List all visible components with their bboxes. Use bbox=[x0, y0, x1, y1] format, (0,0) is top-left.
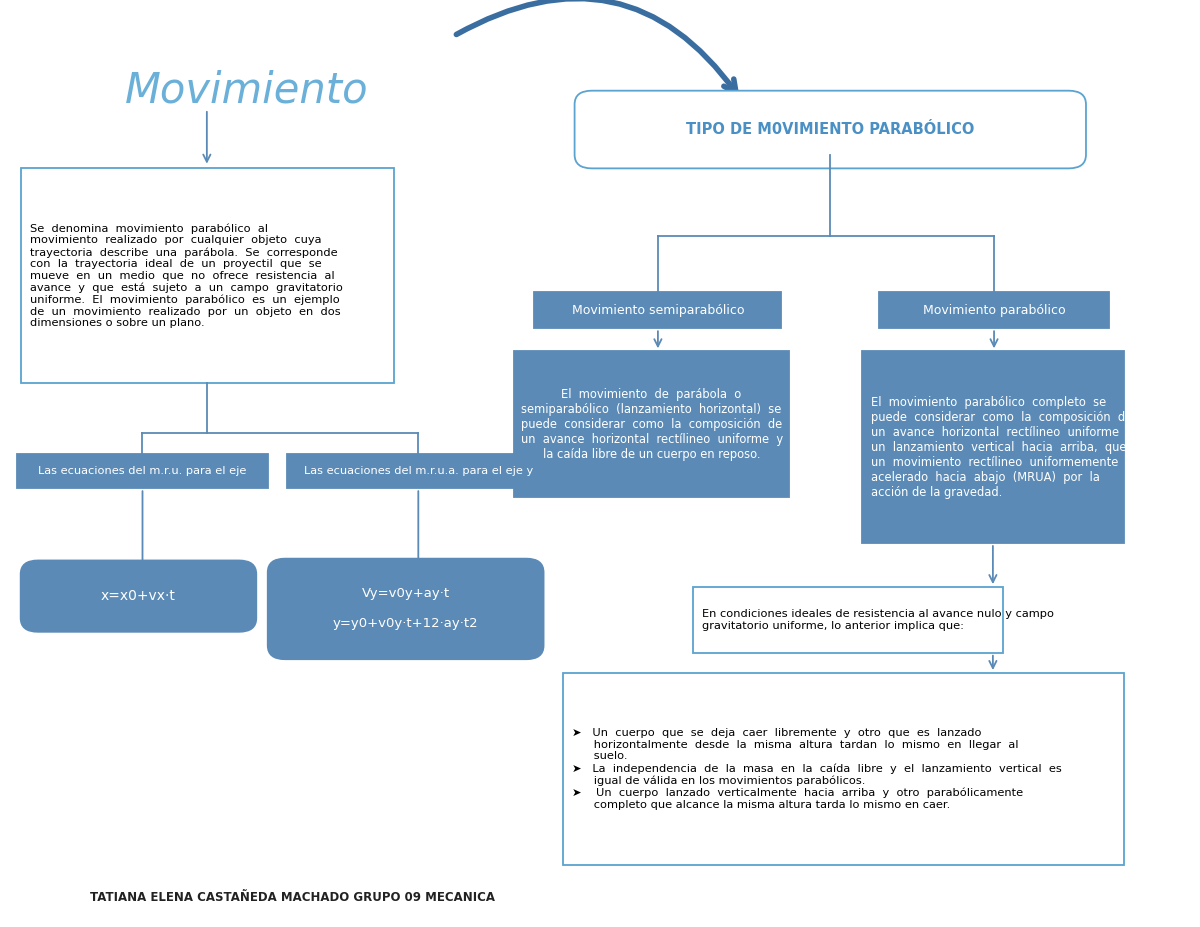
FancyBboxPatch shape bbox=[534, 292, 781, 328]
Text: El  movimiento  parabólico  completo  se
puede  considerar  como  la  composició: El movimiento parabólico completo se pue… bbox=[871, 396, 1147, 499]
Text: Las ecuaciones del m.r.u. para el eje: Las ecuaciones del m.r.u. para el eje bbox=[38, 466, 247, 476]
Text: Las ecuaciones del m.r.u.a. para el eje y: Las ecuaciones del m.r.u.a. para el eje … bbox=[304, 466, 533, 476]
Text: El  movimiento  de  parábola  o
semiparabólico  (lanzamiento  horizontal)  se
pu: El movimiento de parábola o semiparabóli… bbox=[521, 387, 782, 461]
FancyBboxPatch shape bbox=[268, 559, 544, 659]
Text: En condiciones ideales de resistencia al avance nulo y campo
gravitatorio unifor: En condiciones ideales de resistencia al… bbox=[702, 609, 1054, 630]
FancyBboxPatch shape bbox=[514, 351, 790, 498]
FancyBboxPatch shape bbox=[880, 292, 1109, 328]
Text: x=x0+vx·t: x=x0+vx·t bbox=[101, 590, 176, 603]
Text: Movimiento parabólico: Movimiento parabólico bbox=[923, 303, 1066, 316]
Text: Vy=v0y+ay·t

y=y0+v0y·t+12·ay·t2: Vy=v0y+ay·t y=y0+v0y·t+12·ay·t2 bbox=[332, 588, 479, 630]
FancyBboxPatch shape bbox=[287, 453, 550, 489]
FancyBboxPatch shape bbox=[862, 351, 1124, 543]
Text: Se  denomina  movimiento  parabólico  al
movimiento  realizado  por  cualquier  : Se denomina movimiento parabólico al mov… bbox=[30, 223, 343, 328]
Text: ➤   Un  cuerpo  que  se  deja  caer  libremente  y  otro  que  es  lanzado
     : ➤ Un cuerpo que se deja caer libremente … bbox=[572, 729, 1062, 809]
FancyBboxPatch shape bbox=[575, 91, 1086, 169]
Text: Movimiento semiparabólico: Movimiento semiparabólico bbox=[571, 303, 744, 316]
Text: TATIANA ELENA CASTAÑEDA MACHADO GRUPO 09 MECANICA: TATIANA ELENA CASTAÑEDA MACHADO GRUPO 09… bbox=[90, 891, 494, 904]
FancyBboxPatch shape bbox=[17, 453, 268, 489]
FancyBboxPatch shape bbox=[20, 169, 394, 383]
FancyBboxPatch shape bbox=[563, 673, 1124, 865]
Text: Movimiento: Movimiento bbox=[125, 70, 368, 111]
Text: TIPO DE M0VIMIENTO PARABÓLICO: TIPO DE M0VIMIENTO PARABÓLICO bbox=[686, 122, 974, 137]
FancyBboxPatch shape bbox=[692, 587, 1003, 653]
FancyArrowPatch shape bbox=[456, 0, 736, 93]
FancyBboxPatch shape bbox=[20, 561, 257, 632]
